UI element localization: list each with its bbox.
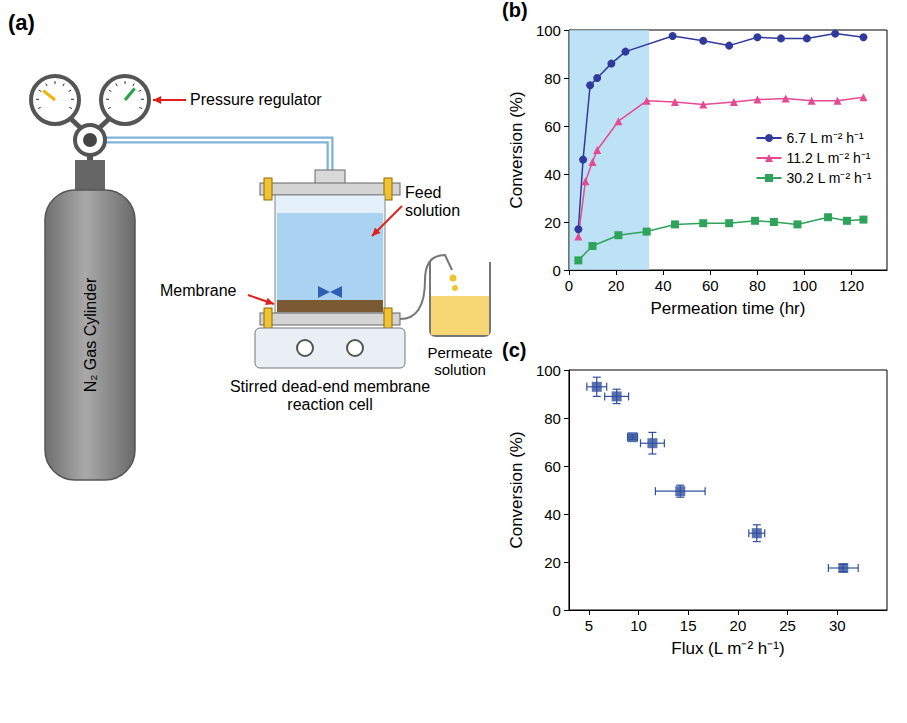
svg-text:(b): (b) [502,0,528,21]
svg-text:120: 120 [839,277,864,294]
svg-text:40: 40 [544,506,561,523]
svg-text:15: 15 [680,617,697,634]
svg-text:11.2 L m⁻² h⁻¹: 11.2 L m⁻² h⁻¹ [787,150,871,166]
svg-text:60: 60 [702,277,719,294]
svg-text:20: 20 [608,277,625,294]
svg-text:Feedsolution: Feedsolution [405,184,460,219]
svg-text:80: 80 [544,70,561,87]
svg-text:60: 60 [544,458,561,475]
svg-text:60: 60 [544,118,561,135]
svg-text:5: 5 [585,617,593,634]
svg-text:Flux (L m⁻² h⁻¹): Flux (L m⁻² h⁻¹) [671,639,784,658]
svg-text:20: 20 [544,554,561,571]
svg-text:Conversion (%): Conversion (%) [507,431,526,548]
svg-text:20: 20 [544,214,561,231]
svg-text:Conversion (%): Conversion (%) [507,91,526,208]
svg-text:0: 0 [553,602,561,619]
svg-text:30.2 L m⁻² h⁻¹: 30.2 L m⁻² h⁻¹ [787,170,872,186]
svg-text:40: 40 [655,277,672,294]
svg-text:0: 0 [553,262,561,279]
svg-text:6.7 L m⁻² h⁻¹: 6.7 L m⁻² h⁻¹ [787,130,865,146]
svg-text:100: 100 [536,362,561,379]
svg-text:Permeatesolution: Permeatesolution [427,344,492,378]
svg-text:40: 40 [544,166,561,183]
svg-text:Stirred dead-end membranereact: Stirred dead-end membranereaction cell [230,378,430,413]
svg-text:80: 80 [749,277,766,294]
svg-text:100: 100 [792,277,817,294]
svg-text:Membrane: Membrane [160,282,237,299]
svg-text:0: 0 [565,277,573,294]
svg-text:80: 80 [544,410,561,427]
svg-text:Pressure regulator: Pressure regulator [190,91,322,108]
svg-text:Permeation time (hr): Permeation time (hr) [650,299,805,318]
svg-text:N₂ Gas Cylinder: N₂ Gas Cylinder [82,277,99,392]
svg-text:20: 20 [730,617,747,634]
svg-text:25: 25 [779,617,796,634]
svg-text:30: 30 [829,617,846,634]
svg-text:100: 100 [536,22,561,39]
svg-text:10: 10 [630,617,647,634]
svg-text:(a): (a) [8,10,35,35]
svg-text:(c): (c) [502,339,526,361]
